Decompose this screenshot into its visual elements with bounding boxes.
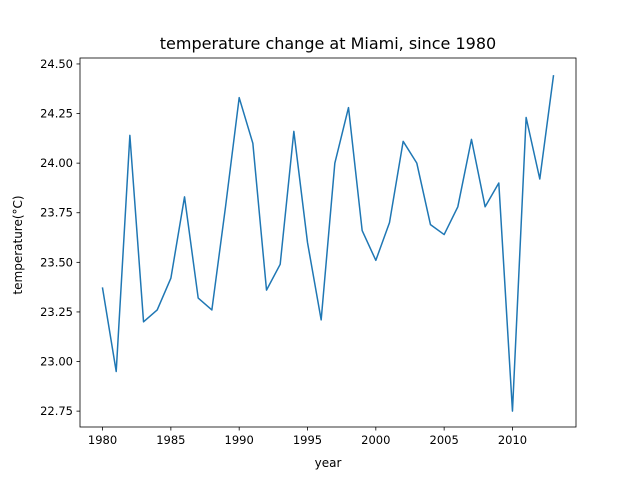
y-tick-label: 24.50 [40,57,73,71]
y-tick-label: 22.75 [40,404,73,418]
x-tick-label: 2005 [430,433,459,447]
x-tick-label: 1990 [225,433,254,447]
y-tick-label: 23.75 [40,206,73,220]
series-line-0 [101,75,555,412]
chart-title: temperature change at Miami, since 1980 [160,34,496,53]
x-tick-label: 1995 [293,433,322,447]
x-tick-label: 2000 [361,433,390,447]
plot-frame [79,57,577,428]
y-tick-label: 24.00 [40,156,73,170]
x-axis-label: year [315,456,342,470]
x-tick-label: 1980 [88,433,117,447]
y-tick-label: 23.00 [40,355,73,369]
plot-area: 1980 1985 1990 1995 2000 2005 2010 22.75 23.00 23… [40,57,577,447]
y-axis-label: temperature(°C) [11,195,25,294]
y-tick-label: 23.25 [40,305,73,319]
x-tick-label: 2010 [498,433,527,447]
x-tick-label: 1985 [156,433,185,447]
y-tick-label: 24.25 [40,107,73,121]
y-tick-label: 23.50 [40,255,73,269]
